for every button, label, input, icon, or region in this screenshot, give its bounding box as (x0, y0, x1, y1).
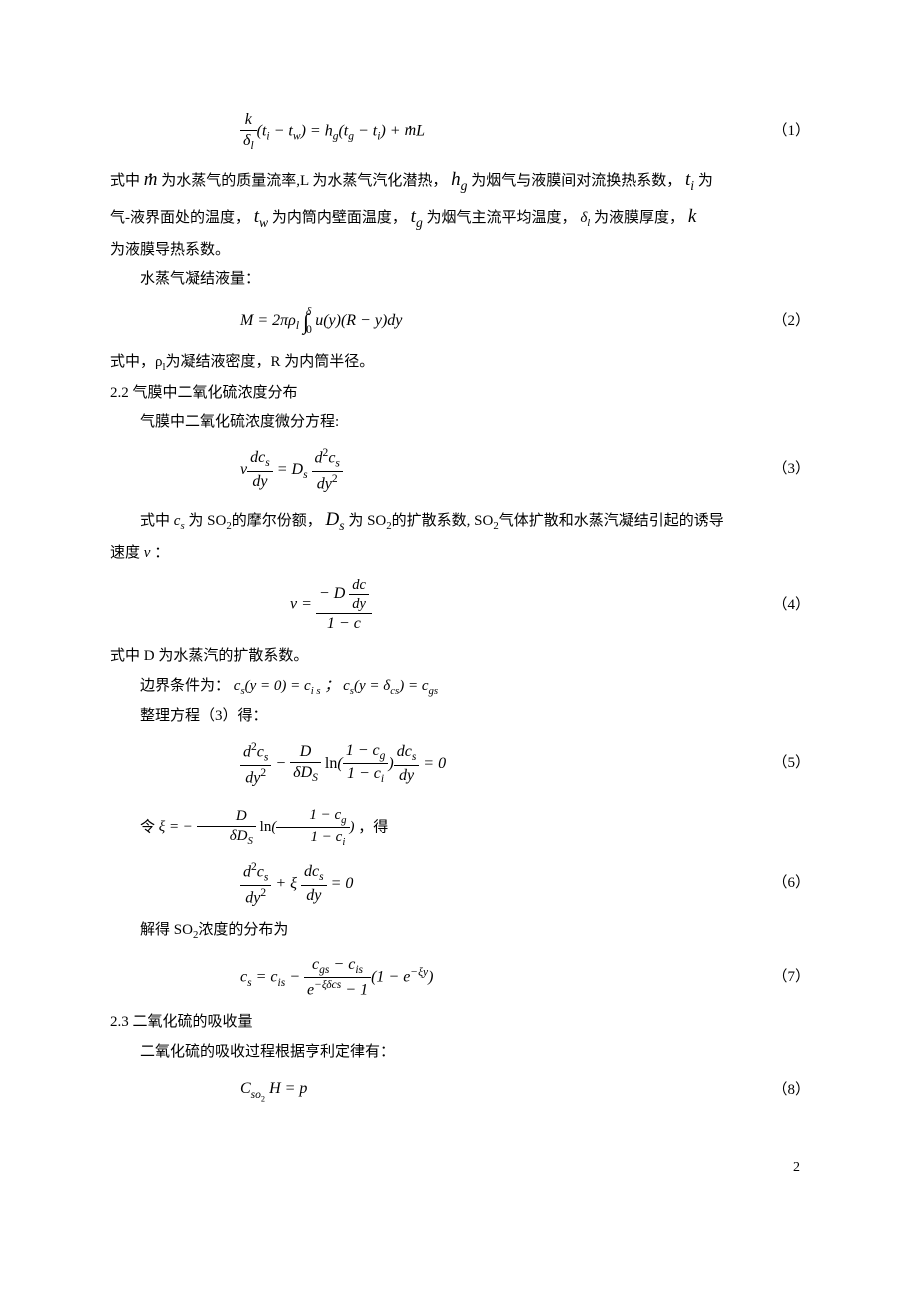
text-line-13: 令 ξ = − DδDS ln(1 − cg1 − ci) ，得 (110, 806, 810, 850)
mdot-symbol: m (144, 169, 158, 190)
v-symbol: v (144, 545, 151, 561)
eq5-body: d2csdy2 − DδDS ln(1 − cg1 − ci)dcsdy = 0 (240, 740, 750, 788)
k-symbol: k (688, 206, 696, 227)
eq2-num: （2） (750, 309, 810, 335)
equation-1: kδl(ti − tw) = hg(tg − ti) + mL （1） (110, 110, 810, 154)
p2a: 气-液界面处的温度， (110, 210, 250, 226)
p8c: 为 SO2的扩散系数, SO2气体扩散和水蒸汽凝结引起的诱导 (348, 513, 723, 529)
eq7-body: cs = cis − cgs − cise−ξδcs − 1(1 − e−ξy) (240, 955, 750, 1001)
text-line-1: 式中 m 为水蒸气的质量流率,L 为水蒸气汽化潜热， hg 为烟气与液膜间对流换… (110, 164, 810, 197)
p8b: 为 SO2的摩尔份额， (188, 513, 321, 529)
text-line-10: 式中 D 为水蒸汽的扩散系数。 (110, 644, 810, 670)
section-2-3: 2.3 二氧化硫的吸收量 (110, 1010, 810, 1036)
eq4-body: v = − D dcdy1 − c (240, 576, 750, 634)
eq8-body: Cso2 H = p (240, 1075, 750, 1106)
text-line-4: 水蒸气凝结液量： (110, 267, 810, 293)
eq7-num: （7） (750, 965, 810, 991)
text-line-14: 解得 SO2浓度的分布为 (110, 918, 810, 944)
eq3-num: （3） (750, 457, 810, 483)
text-line-8: 式中 cs 为 SO2的摩尔份额， Ds 为 SO2的扩散系数, SO2气体扩散… (110, 504, 810, 537)
equation-4: v = − D dcdy1 − c （4） (110, 576, 810, 634)
text-line-9: 速度 v ： (110, 541, 810, 567)
equation-2: M = 2πρl ∫0δ u(y)(R − y)dy （2） (110, 303, 810, 341)
p8a: 式中 (140, 513, 170, 529)
p2c: 为烟气主流平均温度， (427, 210, 577, 226)
text-line-16: 二氧化硫的吸收过程根据亨利定律有： (110, 1040, 810, 1066)
section-2-2: 2.2 气膜中二氧化硫浓度分布 (110, 381, 810, 407)
ti-symbol: ti (685, 169, 694, 190)
hg-symbol: hg (451, 169, 467, 190)
p1d: 为 (698, 173, 713, 189)
p11a: 边界条件为： (140, 678, 230, 694)
p1c: 为烟气与液膜间对流换热系数， (471, 173, 681, 189)
xi-def: ξ = − DδDS ln(1 − cg1 − ci) (159, 819, 355, 835)
equation-6: d2csdy2 + ξ dcsdy = 0 （6） (110, 860, 810, 908)
eq6-body: d2csdy2 + ξ dcsdy = 0 (240, 860, 750, 908)
eq4-num: （4） (750, 593, 810, 619)
page-number: 2 (110, 1156, 810, 1180)
text-line-3: 为液膜导热系数。 (110, 238, 810, 264)
equation-3: vdcsdy = Ds d2csdy2 （3） (110, 446, 810, 494)
cs-symbol: cs (174, 513, 185, 529)
text-line-5: 式中，ρl为凝结液密度，R 为内筒半径。 (110, 350, 810, 376)
p2b: 为内筒内壁面温度， (272, 210, 407, 226)
delta-l-symbol: δl (580, 210, 590, 226)
eq1-num: （1） (750, 119, 810, 145)
text-line-2: 气-液界面处的温度， tw 为内筒内壁面温度， tg 为烟气主流平均温度， δl… (110, 201, 810, 234)
eq2-body: M = 2πρl ∫0δ u(y)(R − y)dy (240, 303, 750, 341)
eq3-body: vdcsdy = Ds d2csdy2 (240, 446, 750, 494)
p2d: 为液膜厚度， (594, 210, 684, 226)
p1b: 为水蒸气的质量流率,L 为水蒸气汽化潜热， (161, 173, 447, 189)
tw-symbol: tw (254, 206, 268, 227)
eq5-num: （5） (750, 751, 810, 777)
equation-8: Cso2 H = p （8） (110, 1075, 810, 1106)
text-line-7: 气膜中二氧化硫浓度微分方程: (110, 410, 810, 436)
p13c: ，得 (358, 819, 388, 835)
equation-5: d2csdy2 − DδDS ln(1 − cg1 − ci)dcsdy = 0… (110, 740, 810, 788)
boundary-cond: cs(y = 0) = ci s ； cs(y = δcs) = cgs (234, 678, 438, 694)
text-line-12: 整理方程（3）得： (110, 704, 810, 730)
p13a: 令 (140, 819, 155, 835)
eq6-num: （6） (750, 871, 810, 897)
p1a: 式中 (110, 173, 140, 189)
eq1-body: kδl(ti − tw) = hg(tg − ti) + mL (240, 110, 750, 154)
tg-symbol: tg (411, 206, 423, 227)
ds-symbol: Ds (326, 509, 345, 530)
eq8-num: （8） (750, 1078, 810, 1104)
equation-7: cs = cis − cgs − cise−ξδcs − 1(1 − e−ξy)… (110, 955, 810, 1001)
p9: 速度 (110, 545, 140, 561)
text-line-11: 边界条件为： cs(y = 0) = ci s ； cs(y = δcs) = … (110, 674, 810, 700)
